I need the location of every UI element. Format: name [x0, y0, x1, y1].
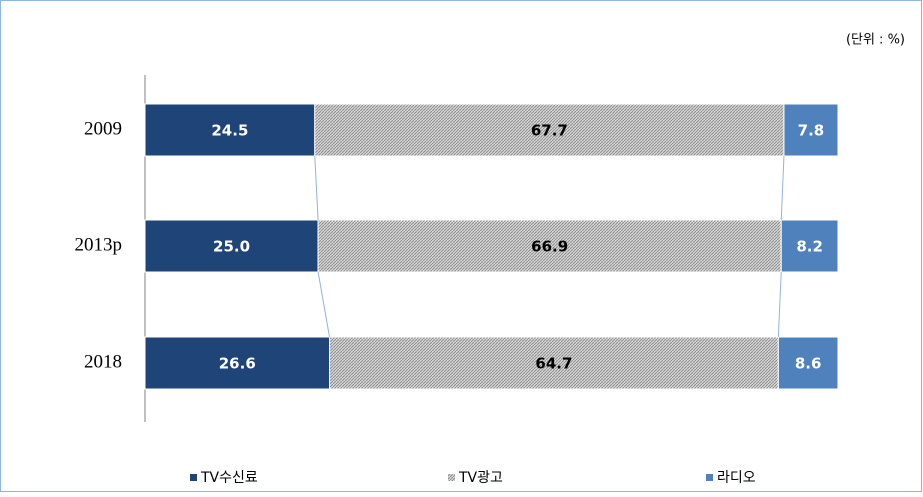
- connector: [317, 271, 331, 338]
- legend-label: 라디오: [717, 470, 756, 486]
- bar-segment: [144, 219, 319, 273]
- bar-segment: [329, 336, 779, 390]
- connector: [777, 271, 782, 338]
- category-label: 2009: [84, 118, 122, 139]
- connector: [314, 155, 319, 221]
- legend-swatch: [448, 474, 455, 481]
- connector: [780, 155, 785, 221]
- value-label: 8.6: [795, 355, 822, 373]
- legend-swatch: [706, 474, 713, 481]
- value-label: 8.2: [796, 238, 823, 256]
- value-label: 66.9: [531, 238, 568, 256]
- bar-segment: [144, 103, 316, 157]
- bar-segment: [144, 336, 331, 390]
- legend-label: TV광고: [458, 470, 503, 486]
- bar-segment: [317, 219, 782, 273]
- unit-note: (단위 : %): [846, 33, 905, 48]
- value-label: 64.7: [535, 355, 572, 373]
- value-label: 7.8: [798, 122, 825, 140]
- value-label: 24.5: [211, 122, 248, 140]
- bar-segment: [777, 336, 839, 390]
- value-label: 26.6: [219, 355, 256, 373]
- legend-label: TV수신료: [200, 470, 258, 486]
- value-label: 25.0: [213, 238, 250, 256]
- value-label: 67.7: [531, 122, 568, 140]
- category-label: 2013p: [75, 234, 123, 255]
- bar-segment: [780, 219, 839, 273]
- bar-segment: [783, 103, 839, 157]
- legend-swatch: [190, 474, 197, 481]
- category-label: 2018: [84, 351, 122, 372]
